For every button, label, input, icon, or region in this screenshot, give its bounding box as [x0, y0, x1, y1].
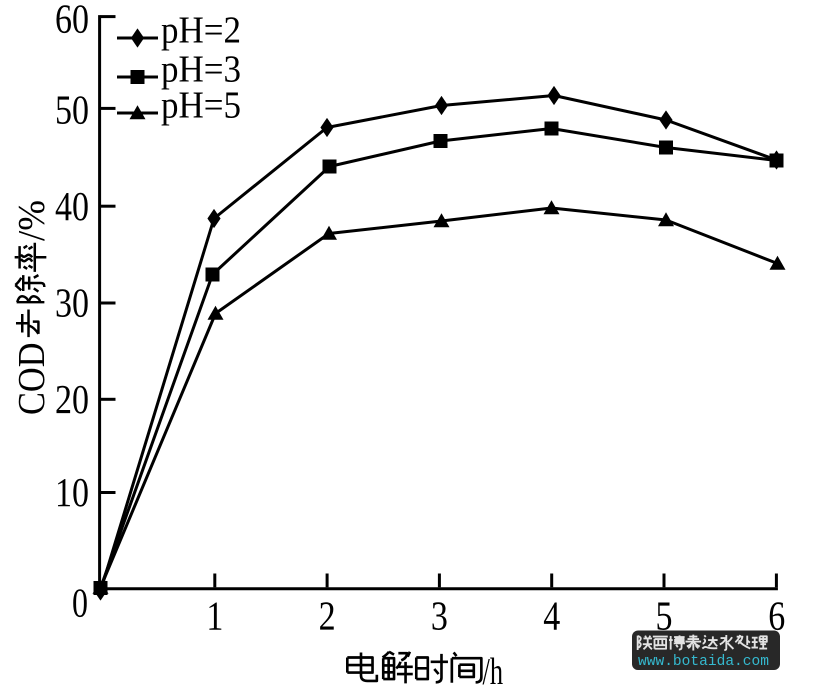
- svg-text:10: 10: [55, 469, 89, 515]
- svg-text:COD: COD: [11, 343, 53, 416]
- svg-text:pH=3: pH=3: [161, 49, 241, 91]
- svg-text:4: 4: [543, 592, 560, 638]
- svg-text:pH=2: pH=2: [161, 10, 241, 52]
- svg-text:40: 40: [55, 183, 89, 229]
- svg-text:pH=5: pH=5: [161, 85, 241, 127]
- svg-text:2: 2: [319, 592, 336, 638]
- svg-text:1: 1: [206, 592, 223, 638]
- svg-text:/h: /h: [483, 651, 504, 693]
- svg-text:50: 50: [55, 86, 89, 132]
- svg-text:6: 6: [768, 592, 785, 638]
- svg-text:20: 20: [55, 376, 89, 422]
- svg-text:30: 30: [55, 280, 89, 326]
- svg-text:www.botaida.com: www.botaida.com: [638, 654, 769, 670]
- svg-text:0: 0: [72, 580, 88, 626]
- svg-text:5: 5: [656, 592, 673, 638]
- svg-text:60: 60: [55, 0, 89, 41]
- svg-text:3: 3: [431, 592, 448, 638]
- svg-text:/%: /%: [11, 200, 53, 241]
